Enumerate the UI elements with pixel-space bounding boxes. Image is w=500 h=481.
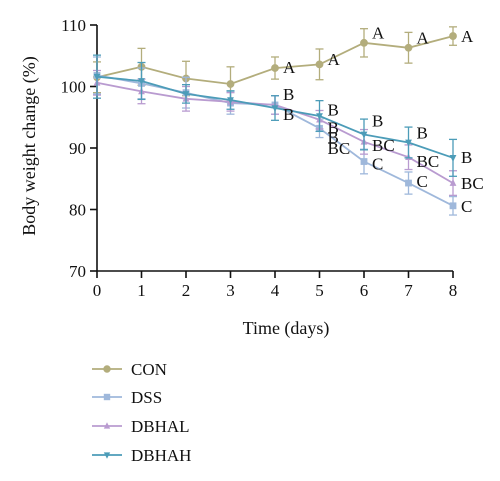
significance-label: BC [328, 139, 351, 158]
ticks: 70 80 90 100 110 0 1 2 3 4 5 6 7 8 [61, 16, 458, 300]
data-point-dbhah [182, 91, 190, 98]
data-point-con [360, 38, 368, 47]
data-point-dbhal [449, 179, 457, 186]
data-point-con [271, 64, 279, 72]
legend-item-dbhal: DBHAL [92, 417, 190, 436]
data-point-dbhah [405, 139, 412, 147]
legend-label: DBHAH [131, 446, 191, 465]
significance-label: B [328, 100, 339, 119]
series-dbhah [93, 54, 457, 177]
data-point-con [315, 60, 324, 69]
series-dbhal [93, 69, 457, 197]
legend-item-dss: DSS [92, 388, 162, 407]
x-tick-label: 3 [226, 281, 235, 300]
x-axis-label: Time (days) [243, 318, 330, 339]
significance-label: B [283, 85, 294, 104]
significance-label: C [372, 154, 383, 173]
data-point-dbhah [449, 155, 457, 162]
legend-marker-con [103, 365, 111, 373]
data-point-con [226, 80, 235, 88]
legend-marker-dbhal [103, 422, 111, 429]
y-tick-label: 100 [61, 78, 87, 97]
significance-label: A [372, 23, 385, 42]
y-tick-label: 110 [61, 16, 86, 35]
legend: CON DSS DBHAL DBHAH [92, 360, 191, 465]
x-tick-label: 8 [449, 281, 458, 300]
legend-marker-dss [103, 393, 111, 401]
x-tick-label: 5 [315, 281, 324, 300]
significance-label: C [417, 172, 428, 191]
significance-label: A [417, 28, 430, 47]
data-point-dss [405, 179, 412, 187]
y-tick-label: 70 [69, 262, 86, 281]
x-tick-label: 1 [137, 281, 146, 300]
data-point-dbhah [138, 78, 145, 85]
y-tick-label: 80 [69, 201, 86, 220]
significance-label: B [328, 119, 339, 138]
data-point-dss [449, 202, 457, 210]
legend-label: DBHAL [131, 417, 190, 436]
data-point-dbhah [93, 73, 101, 81]
significance-label: B [372, 111, 383, 130]
series [93, 26, 457, 216]
x-tick-label: 7 [404, 281, 413, 300]
data-point-dbhah [360, 131, 368, 139]
legend-label: CON [131, 360, 167, 379]
y-tick-label: 90 [69, 139, 86, 158]
significance-label: A [461, 27, 474, 46]
y-axis-label: Body weight change (%) [19, 56, 40, 235]
data-point-dbhah [227, 97, 234, 105]
x-tick-label: 0 [93, 281, 102, 300]
legend-marker-dbhah [103, 452, 111, 459]
significance-label: A [328, 50, 341, 69]
series-dss [93, 56, 457, 216]
significance-label: A [283, 58, 296, 77]
legend-item-dbhah: DBHAH [92, 446, 191, 465]
data-point-dbhah [316, 113, 323, 121]
data-point-dss [360, 158, 368, 165]
data-point-con [449, 32, 457, 40]
significance-label: B [283, 105, 294, 124]
x-tick-label: 4 [271, 281, 280, 300]
legend-label: DSS [131, 388, 162, 407]
significance-label: B [417, 124, 428, 143]
significance-label: B [328, 128, 339, 147]
legend-item-con: CON [92, 360, 167, 379]
data-point-dbhah [271, 105, 279, 113]
significance-label: BC [372, 136, 395, 155]
series-con [93, 26, 457, 102]
significance-label: BC [461, 174, 484, 193]
data-point-con [404, 43, 413, 52]
significance-label: BC [417, 152, 440, 171]
x-tick-label: 6 [360, 281, 369, 300]
x-tick-label: 2 [182, 281, 191, 300]
significance-label: C [461, 197, 472, 216]
significance-label: B [461, 148, 472, 167]
